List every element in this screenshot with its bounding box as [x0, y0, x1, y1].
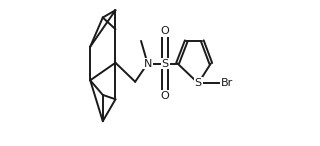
Text: S: S — [195, 78, 202, 88]
Text: Br: Br — [221, 78, 233, 88]
Text: S: S — [162, 59, 169, 68]
Text: N: N — [143, 59, 152, 68]
Text: O: O — [161, 26, 170, 36]
Text: O: O — [161, 91, 170, 101]
